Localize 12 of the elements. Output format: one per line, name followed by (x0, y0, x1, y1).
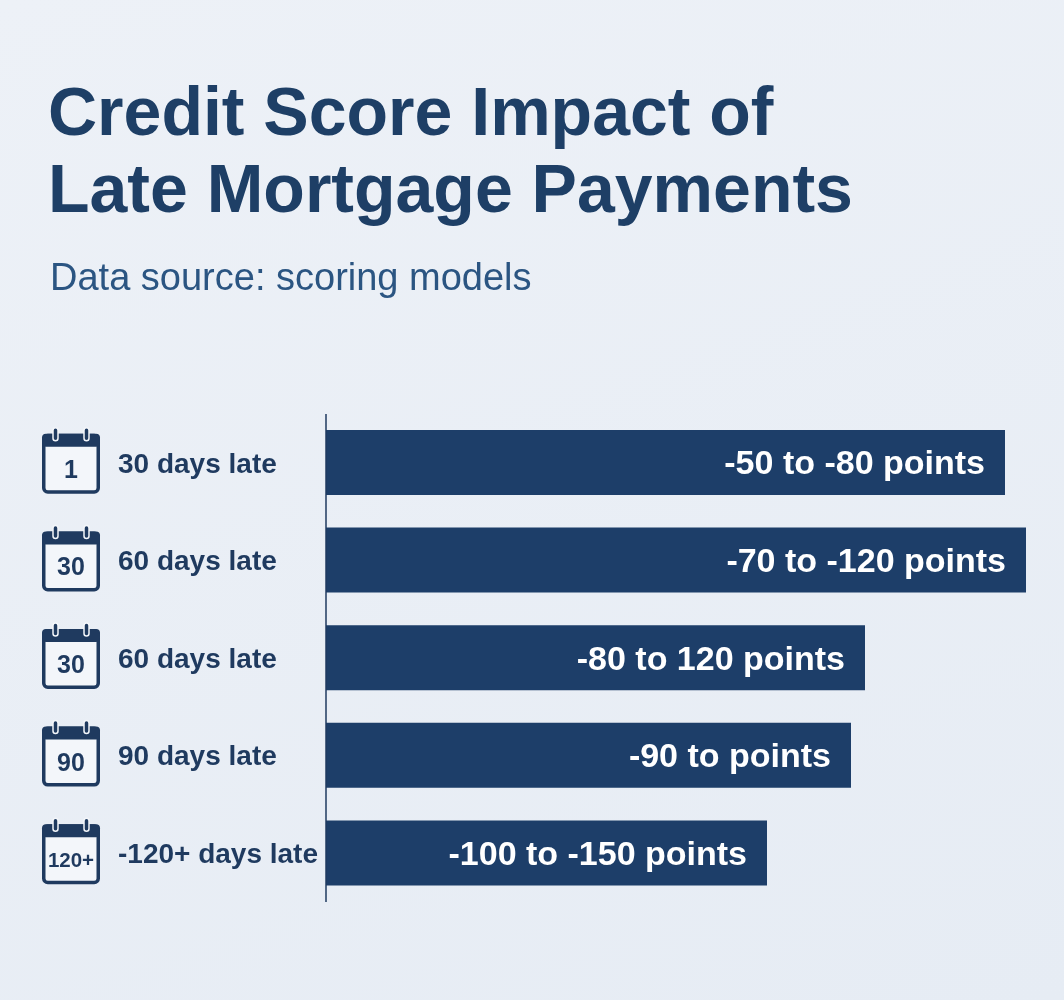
y-tick-label: 30 days late (118, 447, 277, 479)
chart-subtitle: Data source: scoring models (50, 255, 532, 299)
y-tick-label: -120+ days late (118, 838, 319, 869)
annotation: -50 to -80 points (724, 443, 985, 482)
annotation: -100 to -150 points (448, 833, 747, 872)
annotation: -90 to points (628, 736, 831, 775)
chart-title: Credit Score Impact of Late Mortgage Payments (48, 73, 854, 227)
y-tick-label: 90 days late (118, 740, 277, 772)
y-tick-label: 60 days late (118, 545, 277, 577)
y-tick-label: 60 days late (118, 642, 277, 674)
annotation: -70 to -120 points (726, 541, 1006, 579)
annotation: -80 to 120 points (576, 638, 845, 677)
